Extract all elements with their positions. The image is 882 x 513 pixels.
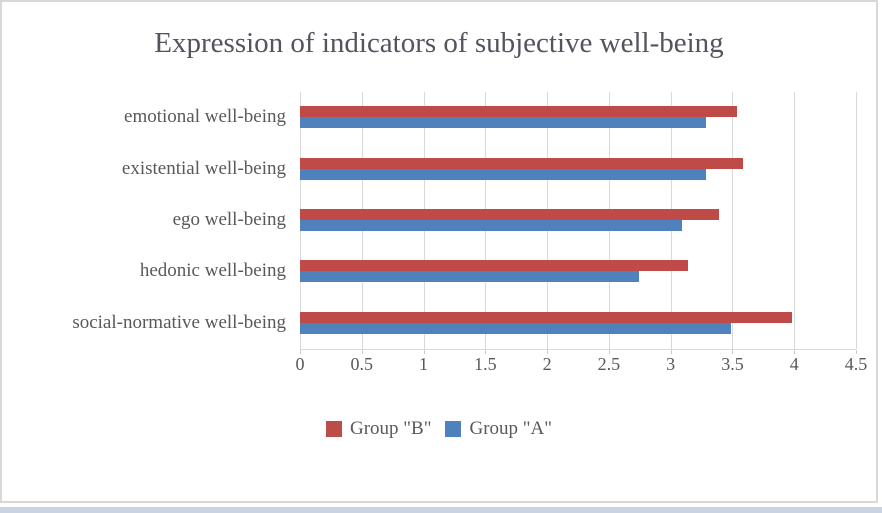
category-label: emotional well-being: [124, 106, 286, 128]
legend: Group "B" Group "A": [2, 418, 876, 440]
category-label: ego well-being: [172, 209, 286, 231]
axis-tick: [608, 349, 610, 354]
bar-group-a: [300, 271, 639, 283]
bar-group-a: [300, 117, 707, 129]
x-tick-label: 0.5: [350, 353, 374, 374]
x-tick-label: 1.5: [474, 353, 497, 374]
bar-group: [300, 143, 854, 194]
bottom-edge-strip: [0, 507, 882, 513]
axis-tick: [547, 349, 549, 354]
x-tick-label: 2: [542, 353, 552, 374]
axis-tick: [361, 349, 363, 354]
table-row: ego well-being: [2, 194, 876, 245]
bar-rows: emotional well-being existential well-bei…: [2, 92, 876, 349]
bar-group-a: [300, 168, 707, 180]
x-tick-label: 3: [666, 353, 676, 374]
axis-tick: [794, 349, 796, 354]
table-row: emotional well-being: [2, 92, 876, 143]
x-tick-label: 0: [295, 353, 305, 374]
bar-group-b: [300, 260, 688, 272]
x-tick-label: 1: [419, 353, 429, 374]
axis-tick: [732, 349, 734, 354]
legend-label: Group "A": [469, 417, 552, 439]
axis-tick: [423, 349, 425, 354]
bar-chart: emotional well-being existential well-bei…: [2, 91, 876, 440]
plot-area: emotional well-being existential well-bei…: [2, 91, 876, 354]
x-tick-label: 3.5: [721, 353, 744, 374]
chart-title: Expression of indicators of subjective w…: [154, 27, 724, 59]
table-row: existential well-being: [2, 143, 876, 194]
legend-item: Group "A": [445, 418, 552, 440]
bar-group-b: [300, 209, 719, 221]
axis-tick: [856, 349, 857, 354]
category-label: hedonic well-being: [139, 260, 286, 282]
chart-window: Expression of indicators of subjective w…: [0, 0, 878, 503]
legend-label: Group "B": [349, 417, 432, 439]
bar-group: [300, 194, 854, 245]
bar-group-b: [300, 157, 744, 169]
table-row: social-normative well-being: [2, 297, 876, 348]
bar-group-b: [300, 311, 793, 323]
axis-tick: [670, 349, 672, 354]
category-label: social-normative well-being: [72, 311, 286, 333]
bar-group-b: [300, 106, 738, 118]
axis-tick: [300, 349, 301, 354]
legend-item: Group "B": [325, 417, 432, 440]
x-axis-tick-labels: 0 0.5 1 1.5 2 2.5 3 3.5 4 4.5: [296, 353, 868, 384]
x-axis-line: [300, 348, 857, 354]
bar-group: [300, 92, 854, 143]
x-tick-label: 4.5: [844, 353, 868, 374]
category-label: existential well-being: [121, 157, 286, 179]
legend-swatch-icon: [445, 420, 462, 437]
table-row: hedonic well-being: [2, 246, 876, 297]
bar-group-a: [300, 220, 682, 232]
x-tick-label: 4: [789, 353, 799, 374]
legend-swatch-icon: [325, 420, 342, 437]
bar-group-a: [300, 322, 731, 334]
bar-group: [300, 246, 854, 297]
axis-tick: [485, 349, 487, 354]
bar-group: [300, 297, 854, 348]
x-tick-label: 2.5: [597, 353, 621, 374]
